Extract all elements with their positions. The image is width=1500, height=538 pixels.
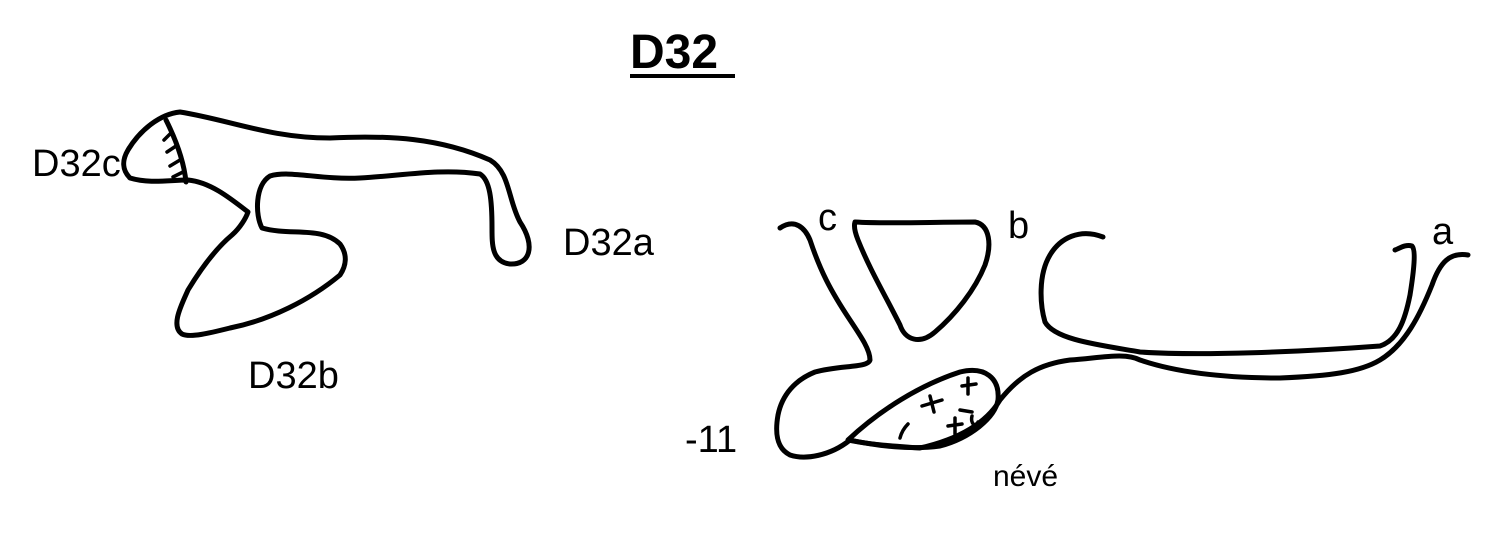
- label-depth: -11: [685, 419, 737, 461]
- label-d32c: D32c: [32, 143, 121, 185]
- plan-entrance-c-line: [163, 117, 189, 185]
- section-wall-b: [1038, 231, 1417, 357]
- diagram-title: D32: [630, 26, 718, 79]
- section-view: [774, 219, 1471, 460]
- section-pillar: [851, 219, 992, 342]
- section-wall-c: [774, 221, 1471, 460]
- plan-view: [121, 109, 532, 338]
- plan-hachures: [162, 130, 185, 179]
- label-b: b: [1008, 205, 1029, 247]
- section-neve-marks: [898, 376, 980, 440]
- label-c: c: [818, 197, 837, 239]
- label-d32a: D32a: [563, 222, 655, 264]
- section-neve-outline: [845, 368, 1001, 451]
- label-neve: névé: [993, 460, 1058, 493]
- label-d32b: D32b: [248, 355, 339, 397]
- label-a: a: [1432, 211, 1454, 253]
- plan-outline: [121, 109, 532, 338]
